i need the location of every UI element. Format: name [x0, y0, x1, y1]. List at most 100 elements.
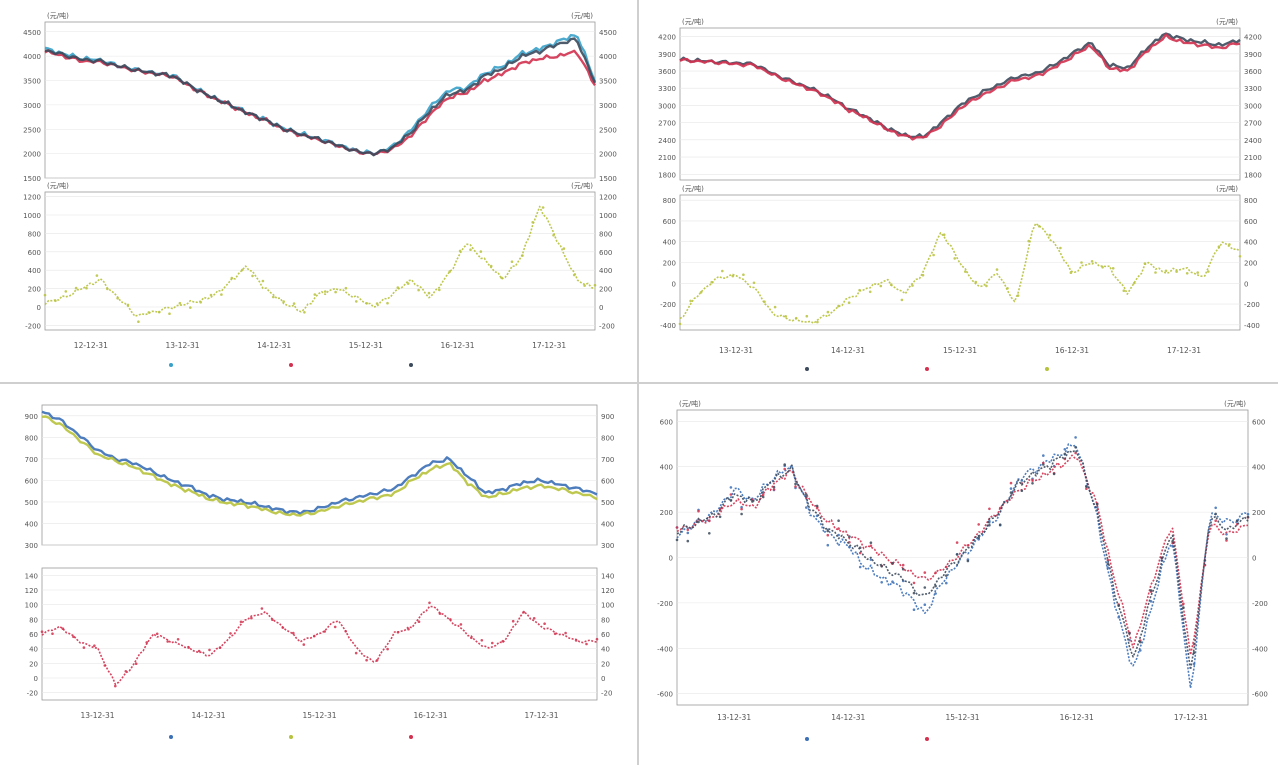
chart-2-upper-y-tick-right: 1800 — [1244, 171, 1262, 179]
chart-4-upper-series-c-point — [740, 512, 743, 516]
chart-2-lower-y-tick-right: 600 — [1244, 218, 1257, 226]
chart-4-upper-series-b-point — [772, 488, 776, 491]
chart-4-upper-series-b-point — [729, 493, 733, 496]
chart-2-lower-y-tick-left: -200 — [660, 301, 676, 309]
chart-4-upper-series-c-point — [912, 591, 916, 595]
chart-3-upper-y-tick-right: 400 — [601, 520, 614, 528]
chart-2-lower-spread-point — [1154, 271, 1157, 274]
chart-4-upper-series-c-point — [1235, 519, 1239, 523]
chart-2-lower-spread-point — [868, 290, 872, 294]
chart-3-lower-spread-point — [480, 639, 484, 642]
chart-1-lower-spread-point — [303, 311, 306, 314]
chart-3-lower-spread-point — [491, 641, 494, 645]
chart-4-upper-series-a-point — [1246, 512, 1250, 516]
chart-1-lower-spread-point — [126, 303, 130, 307]
chart-2-lower-spread-point — [1048, 233, 1052, 237]
chart-1-lower-spread-point — [448, 270, 452, 273]
chart-2-upper-y-tick-right: 3300 — [1244, 85, 1262, 93]
chart-2-lower-y-tick-left: 0 — [672, 280, 676, 288]
chart-1-x-tick: 14-12-31 — [257, 341, 291, 350]
chart-2-lower-spread-point — [1090, 260, 1094, 263]
chart-2-lower-y-tick-right: 200 — [1244, 260, 1257, 268]
chart-4-upper-series-c-point — [1149, 589, 1153, 592]
chart-1-upper-y-tick-right: 3500 — [599, 78, 617, 86]
chart-1-lower-spread-point — [178, 301, 182, 305]
chart-4-upper-series-a-point — [1074, 436, 1077, 439]
chart-3-lower-spread-point — [302, 643, 306, 646]
chart-2-lower-spread-point — [1059, 246, 1062, 250]
chart-2-lower-spread-point — [1143, 262, 1147, 265]
chart-3-lower-spread-point — [375, 659, 379, 662]
chart-4-upper-series-a-point — [1149, 600, 1153, 603]
chart-4-x-tick: 16-12-31 — [1060, 713, 1094, 722]
chart-2-lower-spread-point — [784, 315, 787, 318]
chart-1-upper-y-tick-left: 2000 — [23, 151, 41, 159]
chart-2-lower-y-tick-right: 0 — [1244, 280, 1248, 288]
chart-1-lower-spread-point — [230, 276, 234, 280]
chart-1-upper-y-tick-left: 4500 — [23, 29, 41, 37]
chart-4-x-tick: 14-12-31 — [831, 713, 865, 722]
chart-4-upper-y-tick-left: 600 — [660, 418, 673, 426]
chart-4-upper-series-a-point — [686, 531, 690, 535]
chart-4-upper-y-tick-left: 200 — [660, 509, 673, 517]
chart-4-upper-series-a-point — [891, 580, 894, 583]
chart-4-upper-series-c-point — [751, 500, 754, 503]
chart-1-lower-spread-point — [521, 254, 524, 257]
chart-1-upper-series-a-line — [44, 34, 597, 156]
chart-4-upper-series-c-point — [934, 584, 937, 588]
chart-1-lower-spread-point — [417, 288, 420, 292]
chart-2-lower-spread-point — [1101, 266, 1104, 269]
chart-4-upper-y-tick-right: -600 — [1252, 691, 1268, 699]
chart-2-lower-spread-point — [1122, 289, 1126, 293]
chart-4-upper-series-c-point — [955, 553, 959, 556]
chart-1-x-tick: 12-12-31 — [74, 341, 108, 350]
chart-2-upper-plot-frame — [679, 27, 1241, 181]
chart-1-upper-y-tick-right: 3000 — [599, 102, 617, 110]
chart-4-upper-series-b-point — [923, 571, 927, 574]
chart-1-lower-spread-point — [85, 286, 88, 290]
chart-3-lower-spread-point — [553, 632, 557, 636]
chart-1-lower-y-tick-right: 1000 — [599, 212, 617, 220]
chart-1-legend-marker — [409, 363, 413, 367]
chart-2-lower-spread-point — [826, 310, 830, 314]
chart-3-lower-y-tick-right: 20 — [601, 660, 610, 668]
chart-3-x-tick: 13-12-31 — [80, 711, 114, 720]
chart-4-upper-series-a-point — [945, 581, 948, 585]
chart-1-lower-spread-point — [489, 264, 493, 268]
chart-2-lower-spread-point — [911, 284, 914, 287]
chart-3-lower-spread-point — [103, 664, 107, 667]
chart-1-lower-spread-point — [116, 297, 119, 300]
chart-1-upper-y-tick-right: 2500 — [599, 126, 617, 134]
chart-4-upper-y-tick-left: -200 — [657, 600, 673, 608]
chart-2-upper-y-tick-right: 2400 — [1244, 137, 1262, 145]
chart-4-upper-series-b-point — [945, 565, 948, 569]
chart-3-lower-spread-point — [271, 618, 274, 621]
chart-3-lower-spread-point — [93, 644, 96, 647]
chart-2-x-tick: 14-12-31 — [831, 346, 865, 355]
chart-1-lower-spread-point — [292, 302, 296, 305]
chart-4-upper-series-b-line — [676, 454, 1249, 656]
chart-2-lower-spread-point — [985, 284, 988, 288]
chart-2-lower-spread-point — [699, 291, 703, 294]
chart-4-upper-series-b-point — [912, 581, 916, 585]
chart-1-upper-y-tick-left: 1500 — [23, 175, 41, 183]
chart-2-lower-spread-point — [942, 233, 946, 236]
chart-4-upper-y-tick-right: 200 — [1252, 509, 1265, 517]
chart-3-lower-spread-point — [72, 635, 75, 639]
chart-1-lower-y-tick-left: 200 — [28, 286, 41, 294]
chart-3-lower-spread-point — [218, 646, 222, 649]
chart-3-lower-y-tick-right: 0 — [601, 675, 605, 683]
chart-2-lower-spread-point — [964, 270, 967, 273]
chart-1-lower-y-tick-right: 200 — [599, 286, 612, 294]
chart-1-lower-spread-point — [458, 249, 462, 253]
chart-1-lower-spread-point — [157, 310, 161, 314]
chart-3-lower-y-tick-right: -20 — [601, 690, 612, 698]
chart-3-lower-spread-point — [459, 623, 463, 626]
chart-2-upper-y-tick-left: 2400 — [658, 137, 676, 145]
chart-2-lower-spread-point — [1016, 294, 1020, 297]
chart-3-lower-y-tick-left: 60 — [29, 631, 38, 639]
chart-4-upper-series-a-point — [880, 581, 883, 584]
chart-2-lower-spread-point — [710, 280, 713, 284]
chart-2-upper-unit-right: (元/吨) — [1216, 17, 1238, 26]
chart-3-upper-y-tick-left: 500 — [25, 499, 38, 507]
